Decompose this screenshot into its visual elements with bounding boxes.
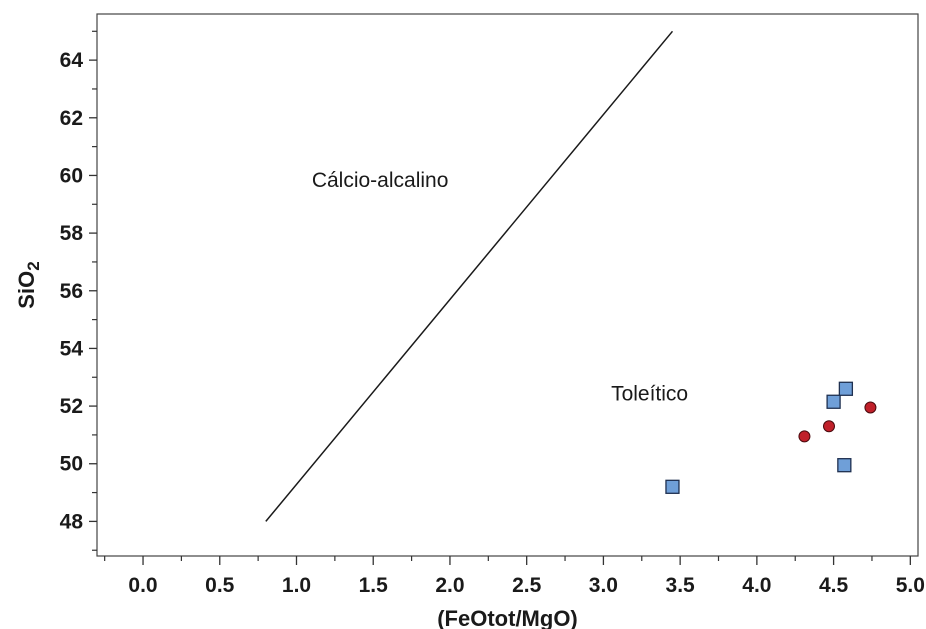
y-axis-title: SiO2 (14, 261, 43, 308)
calc-alkaline-tholeiitic-boundary (265, 30, 674, 522)
y-tick-label: 56 (60, 280, 83, 303)
x-tick-label: 0.5 (205, 574, 235, 597)
x-tick-label: 1.5 (359, 574, 389, 597)
x-tick-label: 1.0 (282, 574, 311, 597)
x-tick-label: 2.5 (512, 574, 542, 597)
x-tick-label: 3.5 (666, 574, 696, 597)
circle-point (798, 430, 811, 443)
x-tick-label: 5.0 (896, 574, 925, 597)
square-point (826, 394, 841, 409)
x-axis-ticks: 0.0 0.5 1.0 1.5 2.0 2.5 3.0 3.5 4.0 4.5 5.0 (104, 556, 925, 597)
y-tick-label: 64 (60, 49, 84, 72)
plot-frame (96, 13, 919, 557)
square-point (838, 381, 854, 396)
y-tick-label: 50 (60, 453, 83, 476)
x-tick-label: 4.5 (819, 574, 849, 597)
y-tick-label: 52 (60, 395, 83, 418)
square-point (665, 479, 680, 494)
region-label: Toleítico (611, 382, 688, 405)
x-tick-label: 3.0 (589, 574, 618, 597)
y-axis-title-main: SiO (14, 271, 39, 309)
data-points (665, 381, 877, 494)
region-label: Cálcio-alcalino (312, 169, 449, 192)
circle-point (822, 420, 835, 433)
circle-point (864, 401, 877, 414)
region-labels: Cálcio-alcalino Toleítico (312, 169, 688, 405)
boundary-line-group (265, 30, 674, 522)
y-axis-title-subscript: 2 (24, 261, 43, 270)
y-tick-label: 54 (60, 337, 84, 360)
x-axis-title: (FeOtot/MgO) (437, 606, 578, 629)
y-tick-label: 62 (60, 107, 83, 130)
square-point (837, 458, 852, 473)
x-tick-label: 0.0 (128, 574, 157, 597)
y-axis-ticks: 48 50 52 54 56 58 60 62 64 (60, 30, 97, 551)
plot-border (96, 13, 919, 557)
y-tick-label: 60 (60, 164, 83, 187)
x-tick-label: 2.0 (435, 574, 464, 597)
y-tick-label: 48 (60, 510, 84, 533)
y-tick-label: 58 (60, 222, 84, 245)
x-tick-label: 4.0 (742, 574, 771, 597)
